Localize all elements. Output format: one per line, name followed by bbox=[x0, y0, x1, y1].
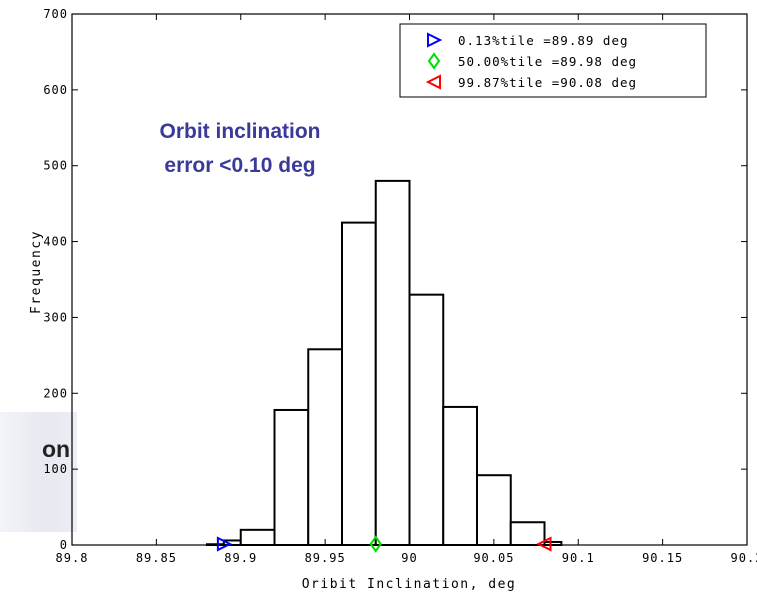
tick-labels: 89.8 89.85 89.9 89.95 90 90.05 90.1 90.15 90.2 0 1… bbox=[43, 7, 757, 565]
x-tick-label: 89.85 bbox=[136, 551, 177, 565]
y-tick-label: 200 bbox=[43, 386, 68, 400]
histogram-bar bbox=[307, 348, 343, 546]
percentile-marker bbox=[216, 536, 233, 552]
histogram-bar bbox=[341, 221, 377, 546]
axes-layer bbox=[71, 13, 748, 546]
bars-layer bbox=[206, 179, 563, 547]
y-tick-label: 700 bbox=[43, 7, 68, 21]
slide-text-fragment: on bbox=[42, 436, 71, 462]
x-tick-label: 89.9 bbox=[224, 551, 257, 565]
x-tick-label: 90.05 bbox=[473, 551, 514, 565]
legend: 0.13%tile =89.89 deg 50.00%tile =89.98 d… bbox=[399, 23, 707, 98]
y-tick-label: 500 bbox=[43, 159, 68, 173]
y-tick-label: 0 bbox=[60, 538, 68, 552]
y-tick-label: 600 bbox=[43, 83, 68, 97]
histogram-bar bbox=[374, 179, 411, 546]
histogram-bar bbox=[442, 405, 478, 546]
histogram-bar bbox=[476, 474, 512, 546]
legend-marker-icon bbox=[425, 74, 441, 90]
legend-label-1: 50.00%tile =89.98 deg bbox=[458, 54, 637, 69]
legend-label-0: 0.13%tile =89.89 deg bbox=[458, 33, 629, 48]
y-tick-label: 400 bbox=[43, 235, 68, 249]
y-tick-label: 100 bbox=[43, 462, 68, 476]
x-tick-label: 90 bbox=[401, 551, 417, 565]
histogram-bar bbox=[273, 408, 310, 546]
y-axis-label: Frequency bbox=[29, 230, 44, 314]
x-tick-label: 90.2 bbox=[731, 551, 757, 565]
legend-label-2: 99.87%tile =90.08 deg bbox=[458, 75, 637, 90]
x-axis-label: Oribit Inclination, deg bbox=[302, 577, 517, 592]
histogram-bar bbox=[239, 528, 276, 546]
percentile-marker bbox=[536, 536, 552, 552]
y-tick-label: 300 bbox=[43, 310, 68, 324]
x-tick-label: 89.8 bbox=[56, 551, 89, 565]
histogram-bar bbox=[509, 521, 546, 547]
histogram-bar bbox=[408, 293, 445, 546]
legend-marker-icon bbox=[427, 52, 441, 70]
legend-markers bbox=[425, 32, 443, 90]
x-tick-label: 90.1 bbox=[562, 551, 595, 565]
slide-background-fragment bbox=[0, 412, 77, 532]
x-tick-label: 90.15 bbox=[642, 551, 683, 565]
annotation-line-1: Orbit inclination bbox=[160, 120, 321, 143]
legend-box bbox=[399, 23, 707, 98]
legend-marker-icon bbox=[427, 32, 443, 48]
x-tick-label: 89.95 bbox=[305, 551, 346, 565]
annotation-line-2: error <0.10 deg bbox=[164, 154, 315, 177]
percentile-markers bbox=[216, 535, 552, 553]
percentile-marker bbox=[369, 535, 382, 553]
